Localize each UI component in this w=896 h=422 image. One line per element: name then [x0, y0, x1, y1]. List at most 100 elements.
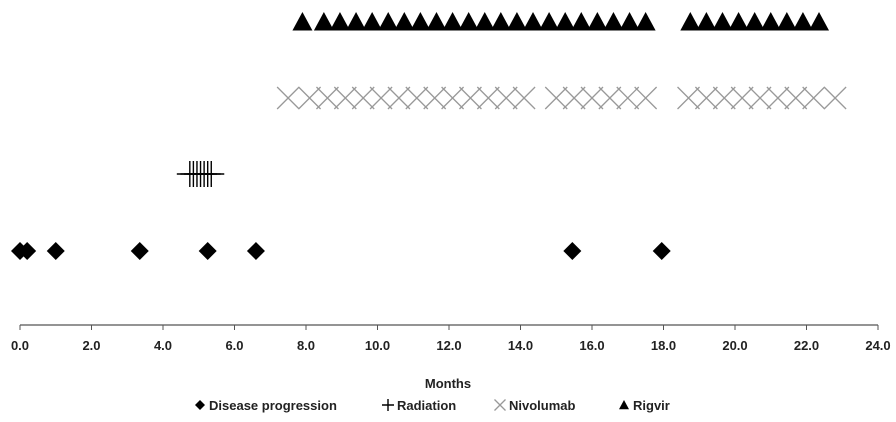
data-point [351, 86, 375, 110]
data-point [490, 12, 511, 31]
data-point [562, 86, 586, 110]
data-point [677, 86, 700, 110]
data-point [712, 86, 736, 110]
legend-symbol [494, 399, 506, 411]
data-point [315, 86, 339, 110]
data-point [748, 86, 772, 110]
legend-symbol [619, 400, 629, 410]
data-point [369, 86, 393, 110]
x-tick-label: 18.0 [651, 338, 676, 353]
x-axis-title: Months [425, 376, 471, 391]
plot-area [11, 12, 847, 260]
data-point [760, 12, 781, 31]
data-point [712, 12, 733, 31]
data-point [544, 86, 568, 110]
data-point [198, 161, 225, 187]
legend-symbol [195, 400, 205, 410]
data-point [346, 12, 367, 31]
data-point [728, 12, 749, 31]
data-point [441, 86, 465, 110]
data-point [792, 12, 813, 31]
data-point [378, 12, 399, 31]
data-point [246, 242, 265, 260]
data-point [512, 86, 536, 110]
legend-label: Radiation [397, 398, 456, 413]
x-tick-label: 0.0 [11, 338, 29, 353]
x-tick-label: 16.0 [579, 338, 604, 353]
series-nivolumab [276, 86, 847, 110]
x-tick-label: 24.0 [865, 338, 890, 353]
x-tick-label: 12.0 [436, 338, 461, 353]
data-point [694, 86, 718, 110]
x-tick-label: 4.0 [154, 338, 172, 353]
data-point [616, 86, 640, 110]
data-point [784, 86, 808, 110]
data-point [696, 12, 717, 31]
data-point [18, 242, 37, 260]
x-tick-label: 8.0 [297, 338, 315, 353]
series-radiation [176, 161, 225, 187]
data-point [598, 86, 622, 110]
data-point [730, 86, 754, 110]
data-point [46, 242, 65, 260]
data-point [587, 12, 608, 31]
data-point [523, 12, 544, 31]
data-point [652, 242, 671, 260]
data-point [362, 12, 383, 31]
data-point [476, 86, 500, 110]
x-tick-label: 20.0 [722, 338, 747, 353]
data-point [458, 86, 482, 110]
legend-symbol [382, 399, 394, 411]
legend-item: Disease progression [195, 398, 337, 413]
data-point [680, 12, 701, 31]
data-point [766, 86, 790, 110]
data-point [823, 86, 847, 110]
data-point [198, 242, 217, 260]
data-point [563, 242, 582, 260]
data-point [405, 86, 429, 110]
data-point [634, 86, 658, 110]
data-point [776, 12, 797, 31]
data-point [130, 242, 149, 260]
data-point [619, 12, 640, 31]
data-point [555, 12, 576, 31]
data-point [426, 12, 447, 31]
data-point [539, 12, 560, 31]
x-axis: 0.0 2.0 4.0 6.0 8.0 10.0 12.0 14.0 16.0 18.0 20.0 2… [11, 324, 891, 353]
data-point [423, 86, 447, 110]
x-tick-label: 22.0 [794, 338, 819, 353]
data-point [635, 12, 656, 31]
data-point [458, 12, 479, 31]
data-point [276, 86, 300, 110]
data-point [580, 86, 604, 110]
legend-item: Rigvir [619, 398, 670, 413]
x-tick-label: 14.0 [508, 338, 533, 353]
x-tick-label: 2.0 [82, 338, 100, 353]
data-point [506, 12, 527, 31]
legend: Disease progression Radiation Nivolumab Rig… [195, 398, 670, 413]
data-point [744, 12, 765, 31]
legend-item: Radiation [382, 398, 456, 413]
data-point [603, 12, 624, 31]
data-point [387, 86, 411, 110]
data-point [809, 12, 830, 31]
data-point [333, 86, 357, 110]
data-point [329, 12, 350, 31]
data-point [298, 86, 322, 110]
data-point [394, 12, 415, 31]
data-point [802, 86, 826, 110]
legend-item: Nivolumab [494, 398, 576, 413]
data-point [292, 12, 313, 31]
legend-label: Nivolumab [509, 398, 576, 413]
series-rigvir [292, 12, 830, 31]
x-tick-label: 6.0 [225, 338, 243, 353]
legend-label: Disease progression [209, 398, 337, 413]
data-point [442, 12, 463, 31]
data-point [410, 12, 431, 31]
x-tick-label: 10.0 [365, 338, 390, 353]
legend-label: Rigvir [633, 398, 670, 413]
data-point [571, 12, 592, 31]
series-disease-progression [11, 242, 671, 260]
data-point [494, 86, 518, 110]
